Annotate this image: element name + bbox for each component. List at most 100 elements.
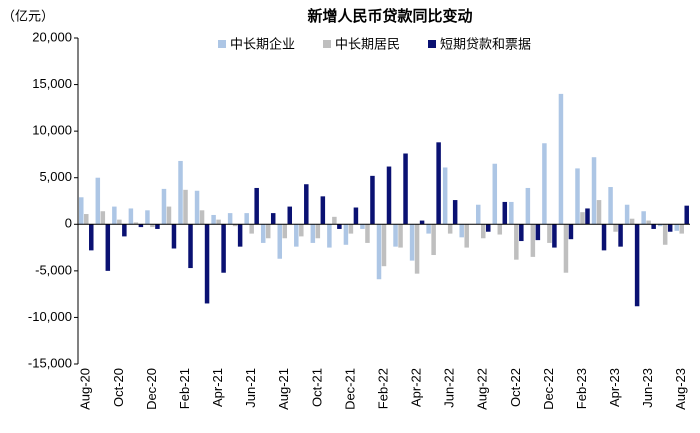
bar — [79, 197, 84, 225]
bar — [492, 163, 498, 225]
bar — [376, 224, 382, 280]
bar — [514, 224, 519, 260]
bar — [409, 224, 415, 261]
bar — [601, 224, 607, 251]
bar — [353, 207, 359, 225]
bar — [133, 222, 139, 225]
bar — [171, 224, 177, 249]
x-tick-label: Apr-23 — [607, 368, 622, 407]
legend-label: 短期贷款和票据 — [440, 36, 531, 51]
bar — [145, 210, 150, 225]
bar — [447, 224, 453, 234]
x-tick-label: Aug-22 — [475, 368, 490, 410]
bar — [105, 224, 111, 271]
y-tick-label: -5,000 — [35, 262, 72, 277]
bar — [310, 224, 316, 243]
chart-title: 新增人民币贷款同比变动 — [307, 7, 472, 25]
legend-label: 中长期居民 — [335, 36, 400, 51]
legend-swatch — [428, 40, 436, 48]
bar — [178, 160, 183, 225]
bar — [547, 224, 552, 243]
x-tick-label: Jun-23 — [640, 368, 655, 408]
x-tick-label: Oct-22 — [508, 368, 523, 407]
bar — [613, 224, 618, 232]
bar — [485, 224, 491, 232]
bar — [674, 224, 679, 231]
bar — [580, 212, 585, 225]
bar — [542, 143, 547, 225]
bar — [403, 153, 408, 225]
bar — [337, 224, 342, 229]
bar — [634, 224, 640, 307]
bar — [282, 224, 288, 239]
bar — [188, 224, 193, 269]
legend-label: 中长期企业 — [230, 36, 295, 51]
bar — [596, 200, 602, 225]
bar — [509, 201, 514, 225]
legend-swatch — [218, 40, 226, 48]
bar — [332, 216, 337, 225]
bar — [608, 187, 613, 225]
bar — [211, 214, 216, 225]
bar — [315, 224, 321, 239]
y-tick-label: 20,000 — [32, 29, 72, 44]
y-unit: （亿元） — [2, 8, 54, 23]
x-tick-label: Apr-22 — [409, 368, 424, 407]
bar — [370, 175, 375, 225]
bar — [480, 224, 486, 239]
x-tick-label: Feb-23 — [574, 368, 589, 409]
y-tick-label: 0 — [65, 216, 72, 231]
bar — [502, 201, 508, 225]
bar — [414, 224, 420, 274]
bar — [591, 157, 597, 225]
bar — [244, 213, 249, 225]
x-tick-label: Dec-20 — [144, 368, 159, 410]
x-tick-label: Jun-22 — [442, 368, 457, 408]
y-tick-label: -10,000 — [28, 309, 72, 324]
bar — [558, 93, 564, 225]
x-tick-label: Feb-21 — [177, 368, 192, 409]
bar — [519, 224, 524, 242]
bar — [381, 224, 387, 267]
bar — [365, 224, 370, 243]
bar — [657, 224, 663, 227]
bar — [183, 189, 188, 225]
bar — [525, 187, 531, 225]
bar — [100, 211, 106, 225]
bar — [117, 219, 122, 225]
bar — [122, 224, 127, 237]
bar — [89, 224, 94, 251]
bar — [442, 167, 448, 225]
bar — [618, 224, 623, 247]
y-tick-label: 5,000 — [39, 169, 72, 184]
bar — [563, 224, 569, 273]
bar — [138, 224, 144, 228]
x-tick-label: Feb-22 — [375, 368, 390, 409]
bar — [641, 211, 646, 225]
bar — [552, 224, 557, 248]
x-tick-label: Oct-20 — [111, 368, 126, 407]
bar — [216, 219, 221, 225]
bar — [327, 224, 332, 248]
y-tick-label: 10,000 — [32, 123, 72, 138]
bar — [530, 224, 536, 257]
bar — [166, 206, 172, 225]
bar — [112, 206, 117, 225]
bar — [464, 224, 469, 248]
bar — [475, 204, 481, 225]
bar — [575, 168, 580, 225]
bar — [629, 218, 635, 225]
bar — [431, 224, 436, 256]
bar — [254, 187, 259, 225]
bar — [150, 224, 155, 228]
bar — [249, 224, 254, 234]
bar — [270, 213, 276, 225]
bar — [260, 224, 266, 243]
bar — [304, 184, 309, 225]
y-tick-label: -15,000 — [28, 355, 72, 370]
bar — [360, 224, 365, 229]
x-tick-label: Aug-21 — [276, 368, 291, 410]
bar — [436, 142, 441, 225]
bar — [221, 224, 226, 273]
